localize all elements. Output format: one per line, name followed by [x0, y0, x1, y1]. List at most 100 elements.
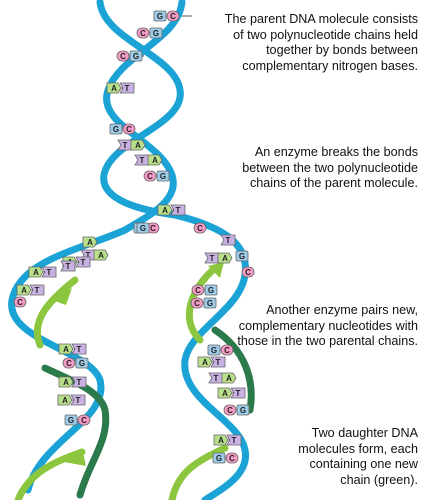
base-letter: A	[162, 206, 168, 215]
base-letter: C	[17, 298, 23, 307]
base-pair-rungs	[24, 15, 246, 459]
base-letter: G	[211, 346, 217, 355]
base-A: A	[16, 284, 32, 296]
right-new-strand-dark	[211, 326, 255, 414]
base-letter: T	[66, 262, 71, 271]
base-C: C	[62, 357, 76, 369]
base-letter: G	[160, 172, 166, 181]
base-A: A	[130, 139, 146, 151]
base-T: T	[226, 434, 242, 446]
base-C: C	[136, 27, 150, 39]
base-letter: A	[222, 389, 228, 398]
base-A: A	[147, 154, 163, 166]
base-letter: C	[120, 52, 126, 61]
base-letter: A	[63, 345, 69, 354]
base-letter: G	[207, 299, 213, 308]
base-letter: C	[195, 286, 201, 295]
base-C: C	[143, 170, 157, 182]
right-new-strand-lower	[168, 444, 229, 500]
base-letter: A	[135, 141, 141, 150]
base-G: G	[204, 284, 218, 296]
base-letter: T	[47, 268, 52, 277]
base-letter: T	[210, 254, 215, 263]
base-letter: T	[216, 358, 221, 367]
caption-enzyme-breaks-bonds: An enzyme breaks the bonds between the t…	[242, 145, 418, 190]
base-A: A	[58, 343, 74, 355]
base-A: A	[57, 394, 73, 406]
base-C: C	[116, 50, 130, 62]
base-T: T	[71, 376, 87, 388]
dna-strands	[8, 0, 255, 500]
base-letter: T	[35, 286, 40, 295]
base-G: G	[203, 297, 217, 309]
base-T: T	[60, 260, 76, 272]
base-T: T	[29, 284, 45, 296]
base-T: T	[208, 372, 224, 384]
base-G: G	[236, 404, 250, 416]
base-letter: A	[98, 251, 104, 260]
left-new-strand	[33, 276, 79, 349]
base-letter: C	[194, 299, 200, 308]
base-G: G	[156, 170, 170, 182]
base-letter: G	[240, 406, 246, 415]
base-T: T	[210, 356, 226, 368]
base-letter: A	[222, 254, 228, 263]
base-letter: C	[150, 224, 156, 233]
base-C: C	[166, 10, 180, 22]
caption-daughter-molecules: Two daughter DNA molecules form, each co…	[298, 426, 418, 487]
base-G: G	[64, 414, 78, 426]
base-A: A	[197, 356, 213, 368]
base-G: G	[149, 27, 163, 39]
base-letter: C	[229, 454, 235, 463]
base-letter: T	[81, 258, 86, 267]
base-letter: T	[125, 84, 130, 93]
base-C: C	[220, 344, 234, 356]
base-T: T	[230, 387, 246, 399]
base-G: G	[129, 50, 143, 62]
base-G: G	[109, 123, 123, 135]
base-letter: G	[133, 52, 139, 61]
base-letter: A	[33, 268, 39, 277]
base-T: T	[134, 154, 150, 166]
base-letter: A	[202, 358, 208, 367]
base-letter: C	[81, 416, 87, 425]
base-letter: G	[68, 416, 74, 425]
base-letter: C	[245, 268, 251, 277]
base-A: A	[157, 204, 173, 216]
base-letter: C	[224, 346, 230, 355]
base-A: A	[221, 372, 237, 384]
base-letter: A	[152, 156, 158, 165]
base-letter: T	[236, 389, 241, 398]
caption-parent-molecule: The parent DNA molecule consists of two …	[224, 12, 418, 73]
base-letter: G	[140, 224, 146, 233]
base-C: C	[223, 404, 237, 416]
base-T: T	[70, 394, 86, 406]
base-G: G	[207, 344, 221, 356]
parent-strand-b	[96, 0, 184, 219]
base-letter: G	[239, 252, 245, 261]
right-new-strand	[185, 264, 219, 344]
base-letter: C	[147, 172, 153, 181]
base-letter: A	[62, 396, 68, 405]
base-letter: G	[79, 359, 85, 368]
base-A: A	[82, 236, 98, 248]
base-letter: A	[87, 238, 93, 247]
base-letter: A	[218, 436, 224, 445]
base-letter: A	[21, 286, 27, 295]
base-A: A	[28, 266, 44, 278]
base-letter: C	[227, 406, 233, 415]
base-T: T	[204, 252, 220, 264]
base-C: C	[122, 123, 136, 135]
base-letter: A	[63, 378, 69, 387]
base-T: T	[119, 82, 135, 94]
base-T: T	[41, 266, 57, 278]
base-C: C	[13, 296, 27, 308]
base-letter: C	[170, 12, 176, 21]
base-letter: A	[111, 84, 117, 93]
right-arrow-head	[208, 262, 224, 278]
base-A: A	[217, 252, 233, 264]
base-A: A	[217, 387, 233, 399]
base-G: G	[136, 222, 150, 234]
left-lower-arrow-head	[64, 448, 86, 466]
